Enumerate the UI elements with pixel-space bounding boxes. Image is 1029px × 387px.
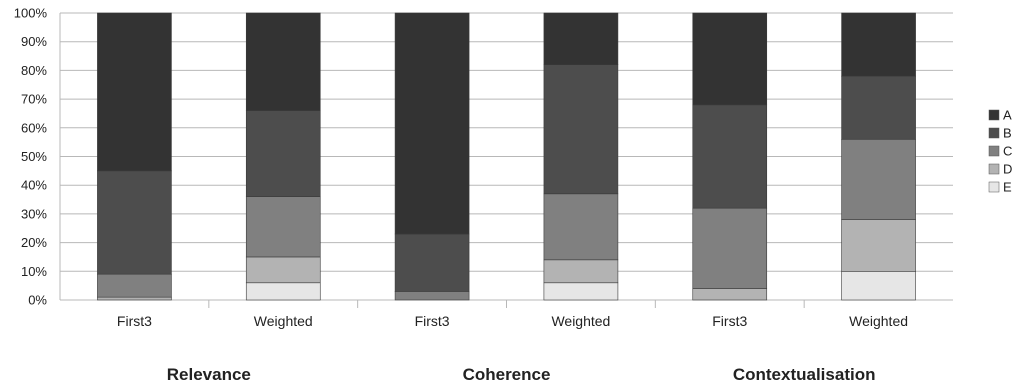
legend-swatch-e [988, 181, 1000, 193]
y-tick-label: 0% [28, 293, 47, 308]
bar-segment-d [97, 296, 172, 301]
bar-segment-a [841, 12, 916, 77]
x-category-label: Weighted [551, 313, 610, 329]
bar-segment-c [394, 291, 470, 301]
y-tick-label: 20% [21, 235, 47, 250]
y-tick-label: 80% [21, 63, 47, 78]
bar-segment-a [692, 12, 768, 106]
bar-segment-c [841, 138, 916, 220]
x-category-label: Weighted [849, 313, 908, 329]
y-tick-label: 90% [21, 34, 47, 49]
legend-label: A [1003, 108, 1012, 123]
group-label: Coherence [463, 365, 551, 384]
bar-segment-b [394, 233, 470, 292]
bar-segment-c [692, 207, 768, 289]
bar-segment-b [97, 170, 172, 275]
y-tick-label: 70% [21, 92, 47, 107]
bar-segment-a [543, 12, 619, 65]
bar-segment-e [245, 282, 321, 301]
bar-segment-e [543, 282, 619, 301]
bar-segment-e [841, 270, 916, 301]
legend-swatch-c [988, 145, 1000, 157]
y-tick-label: 100% [14, 6, 48, 21]
legend-label: E [1003, 180, 1012, 195]
bar-segment-a [394, 12, 470, 235]
bar-segment-b [692, 104, 768, 209]
bar-segment-c [543, 193, 619, 261]
bar-segment-b [841, 75, 916, 140]
y-tick-label: 30% [21, 206, 47, 221]
y-tick-label: 50% [21, 149, 47, 164]
bar-segment-c [245, 196, 321, 258]
bar-segment-a [97, 12, 172, 172]
bar-segment-d [841, 219, 916, 272]
legend-swatch-a [988, 109, 1000, 121]
x-category-label: Weighted [254, 313, 313, 329]
x-category-label: First3 [712, 313, 747, 329]
bar-segment-d [692, 288, 768, 301]
legend-swatch-b [988, 127, 1000, 139]
legend-label: B [1003, 126, 1012, 141]
bar-segment-a [245, 12, 321, 111]
group-label: Contextualisation [733, 365, 876, 384]
y-tick-label: 60% [21, 120, 47, 135]
bar-segment-b [245, 110, 321, 197]
y-tick-label: 10% [21, 264, 47, 279]
bar-segment-d [245, 256, 321, 284]
group-label: Relevance [167, 365, 251, 384]
legend-swatch-d [988, 163, 1000, 175]
x-category-label: First3 [415, 313, 450, 329]
legend-label: C [1003, 144, 1012, 159]
bar-segment-d [543, 259, 619, 284]
bar-segment-b [543, 64, 619, 195]
bar-segment-c [97, 273, 172, 298]
x-category-label: First3 [117, 313, 152, 329]
legend-label: D [1003, 162, 1012, 177]
y-tick-label: 40% [21, 178, 47, 193]
